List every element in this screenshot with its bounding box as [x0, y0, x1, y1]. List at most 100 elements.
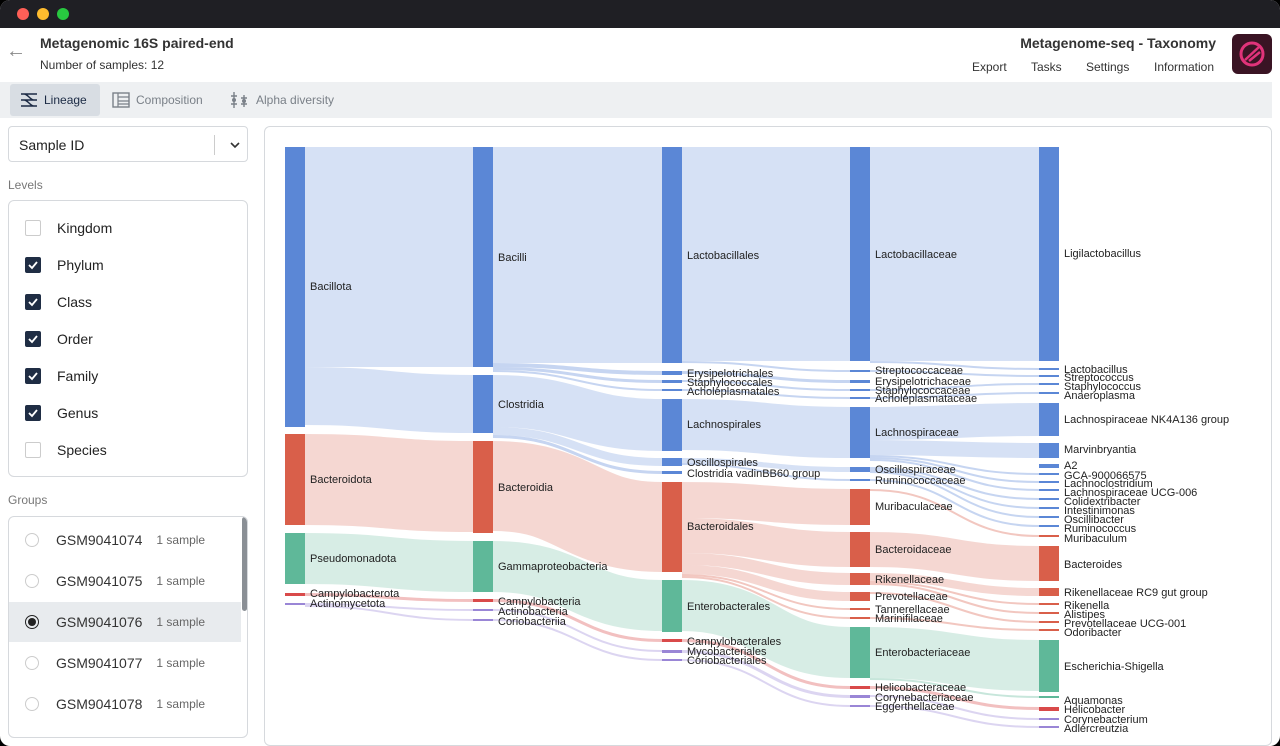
sankey-link[interactable]	[869, 392, 1040, 399]
sankey-node[interactable]	[850, 489, 870, 525]
sankey-node[interactable]	[850, 532, 870, 567]
sankey-node[interactable]	[1039, 507, 1059, 509]
sankey-node[interactable]	[473, 375, 493, 433]
sankey-link[interactable]	[492, 599, 663, 642]
sankey-link[interactable]	[869, 678, 1040, 698]
sankey-link[interactable]	[869, 592, 1040, 623]
sankey-link[interactable]	[869, 455, 1040, 475]
sankey-node[interactable]	[662, 371, 682, 375]
sankey-node[interactable]	[1039, 383, 1059, 385]
sankey-node[interactable]	[1039, 368, 1059, 370]
sankey-node[interactable]	[1039, 726, 1059, 728]
sankey-link[interactable]	[681, 659, 851, 707]
level-genus[interactable]: Genus	[25, 403, 98, 423]
tab-composition[interactable]: Composition	[102, 84, 213, 116]
sankey-link[interactable]	[681, 458, 851, 472]
sankey-link[interactable]	[492, 427, 663, 466]
sankey-node[interactable]	[1039, 621, 1059, 623]
group-item[interactable]: GSM9041076 1 sample	[9, 602, 241, 642]
sankey-node[interactable]	[1039, 640, 1059, 692]
checkbox-checked[interactable]	[25, 405, 41, 421]
sankey-link[interactable]	[491, 441, 664, 572]
sankey-node[interactable]	[662, 399, 682, 451]
sankey-node[interactable]	[1039, 535, 1059, 537]
sankey-node[interactable]	[1039, 464, 1059, 468]
sankey-link[interactable]	[304, 533, 474, 592]
level-species[interactable]: Species	[25, 440, 107, 460]
sankey-link[interactable]	[492, 375, 663, 451]
sankey-link[interactable]	[869, 457, 1040, 483]
sankey-node[interactable]	[1039, 443, 1059, 458]
sankey-link[interactable]	[304, 603, 474, 611]
sankey-node[interactable]	[662, 389, 682, 391]
sankey-node[interactable]	[850, 389, 870, 391]
sankey-node[interactable]	[1039, 375, 1059, 377]
sankey-link[interactable]	[304, 605, 474, 621]
sankey-node[interactable]	[1039, 481, 1059, 483]
sankey-link[interactable]	[492, 370, 663, 391]
menu-tasks[interactable]: Tasks	[1031, 60, 1062, 74]
sankey-link[interactable]	[869, 627, 1040, 691]
sankey-link[interactable]	[869, 467, 1040, 500]
sankey-link[interactable]	[304, 593, 474, 602]
sankey-node[interactable]	[850, 397, 870, 399]
sankey-link[interactable]	[869, 489, 1040, 537]
group-radio[interactable]	[25, 574, 39, 588]
sankey-node[interactable]	[473, 441, 493, 533]
sankey-node[interactable]	[473, 541, 493, 592]
sankey-link[interactable]	[869, 532, 1040, 581]
sankey-link[interactable]	[492, 541, 663, 631]
sankey-node[interactable]	[850, 467, 870, 472]
sankey-node[interactable]	[850, 370, 870, 372]
sankey-node[interactable]	[1039, 516, 1059, 518]
sankey-link[interactable]	[869, 383, 1040, 391]
sankey-node[interactable]	[1039, 707, 1059, 711]
minimize-window-button[interactable]	[37, 8, 49, 20]
sankey-link[interactable]	[869, 686, 1040, 710]
sankey-link[interactable]	[304, 367, 474, 433]
checkbox-checked[interactable]	[25, 257, 41, 273]
sankey-node[interactable]	[1039, 696, 1059, 698]
sankey-node[interactable]	[850, 705, 870, 707]
sankey-node[interactable]	[1039, 489, 1059, 491]
sankey-link[interactable]	[681, 463, 851, 481]
sankey-node[interactable]	[473, 599, 493, 602]
sankey-node[interactable]	[850, 479, 870, 481]
sankey-link[interactable]	[681, 576, 851, 619]
sankey-node[interactable]	[662, 639, 682, 642]
sankey-node[interactable]	[473, 147, 493, 367]
sankey-node[interactable]	[1039, 603, 1059, 605]
group-item[interactable]: GSM9041077 1 sample	[9, 643, 241, 683]
sankey-node[interactable]	[850, 695, 870, 698]
sankey-link[interactable]	[681, 518, 851, 567]
level-phylum[interactable]: Phylum	[25, 255, 104, 275]
level-kingdom[interactable]: Kingdom	[25, 218, 112, 238]
sankey-node[interactable]	[1039, 392, 1059, 394]
sankey-node[interactable]	[285, 147, 305, 427]
back-arrow-icon[interactable]: ←	[6, 40, 26, 62]
sankey-link[interactable]	[681, 565, 851, 601]
group-item[interactable]: GSM9041074 1 sample	[9, 520, 241, 560]
sankey-node[interactable]	[1039, 525, 1059, 527]
menu-settings[interactable]: Settings	[1086, 60, 1130, 74]
sankey-node[interactable]	[850, 617, 870, 619]
sankey-link[interactable]	[869, 459, 1040, 491]
sankey-node[interactable]	[662, 380, 682, 383]
sankey-node[interactable]	[850, 380, 870, 383]
sankey-node[interactable]	[1039, 473, 1059, 475]
group-radio[interactable]	[25, 656, 39, 670]
sankey-link[interactable]	[869, 573, 1040, 596]
group-radio[interactable]	[25, 697, 39, 711]
sankey-node[interactable]	[1039, 588, 1059, 596]
sankey-link[interactable]	[681, 650, 851, 698]
group-radio[interactable]	[25, 615, 39, 629]
sankey-link[interactable]	[681, 389, 851, 399]
level-order[interactable]: Order	[25, 329, 93, 349]
sankey-node[interactable]	[850, 608, 870, 610]
groups-scrollbar[interactable]	[242, 517, 247, 611]
sankey-link[interactable]	[681, 574, 851, 610]
sankey-node[interactable]	[285, 593, 305, 596]
level-class[interactable]: Class	[25, 292, 92, 312]
sankey-node[interactable]	[473, 609, 493, 611]
sankey-node[interactable]	[1039, 718, 1059, 720]
